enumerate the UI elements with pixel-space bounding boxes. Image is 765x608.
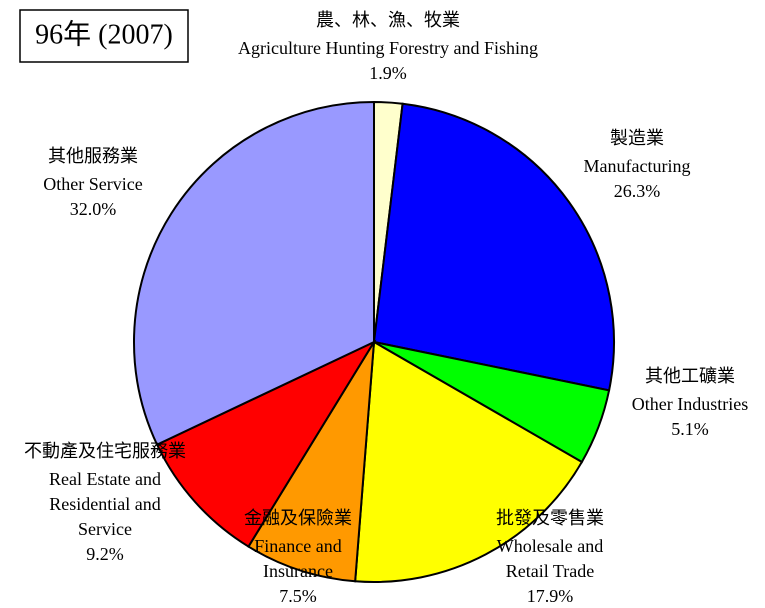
pie-slice [372,102,615,392]
slice-label: Wholesale and Retail Trade [497,536,603,581]
slice-label-zh: 其他工礦業 [645,366,735,386]
pie-slice [155,339,377,548]
slice-label: Other Industries [632,394,748,414]
slice-label-zh: 不動產及住宅服務業 [24,441,186,461]
slice-label-zh: 金融及保險業 [244,508,352,528]
slice-label-zh: 製造業 [610,128,664,148]
value-label: 9.2% [86,544,124,564]
title-box [19,9,189,63]
pie-slice [247,341,375,583]
slice-label: Agriculture Hunting Forestry and Fishing [238,38,538,58]
slices [133,100,615,583]
slice-label-zh: 批發及零售業 [496,508,604,528]
slice-label-zh: 其他服務業 [48,146,138,166]
pie-slice [354,340,584,583]
value-label: 32.0% [70,199,117,219]
value-label: 26.3% [614,181,661,201]
chart-title: 96年 (2007) [35,18,173,50]
pie-slice [133,100,375,446]
slice-label: Finance and Insurance [254,536,341,581]
value-label: 17.9% [527,586,574,606]
slice-label: Other Service [43,174,142,194]
slice-label: Manufacturing [584,156,691,176]
value-label: 5.1% [671,419,709,439]
value-label: 7.5% [279,586,317,606]
value-label: 1.9% [369,63,407,83]
slice-label-zh: 農、林、漁、牧業 [316,10,460,30]
slice-label: Real Estate and Residential and Service [49,469,161,539]
